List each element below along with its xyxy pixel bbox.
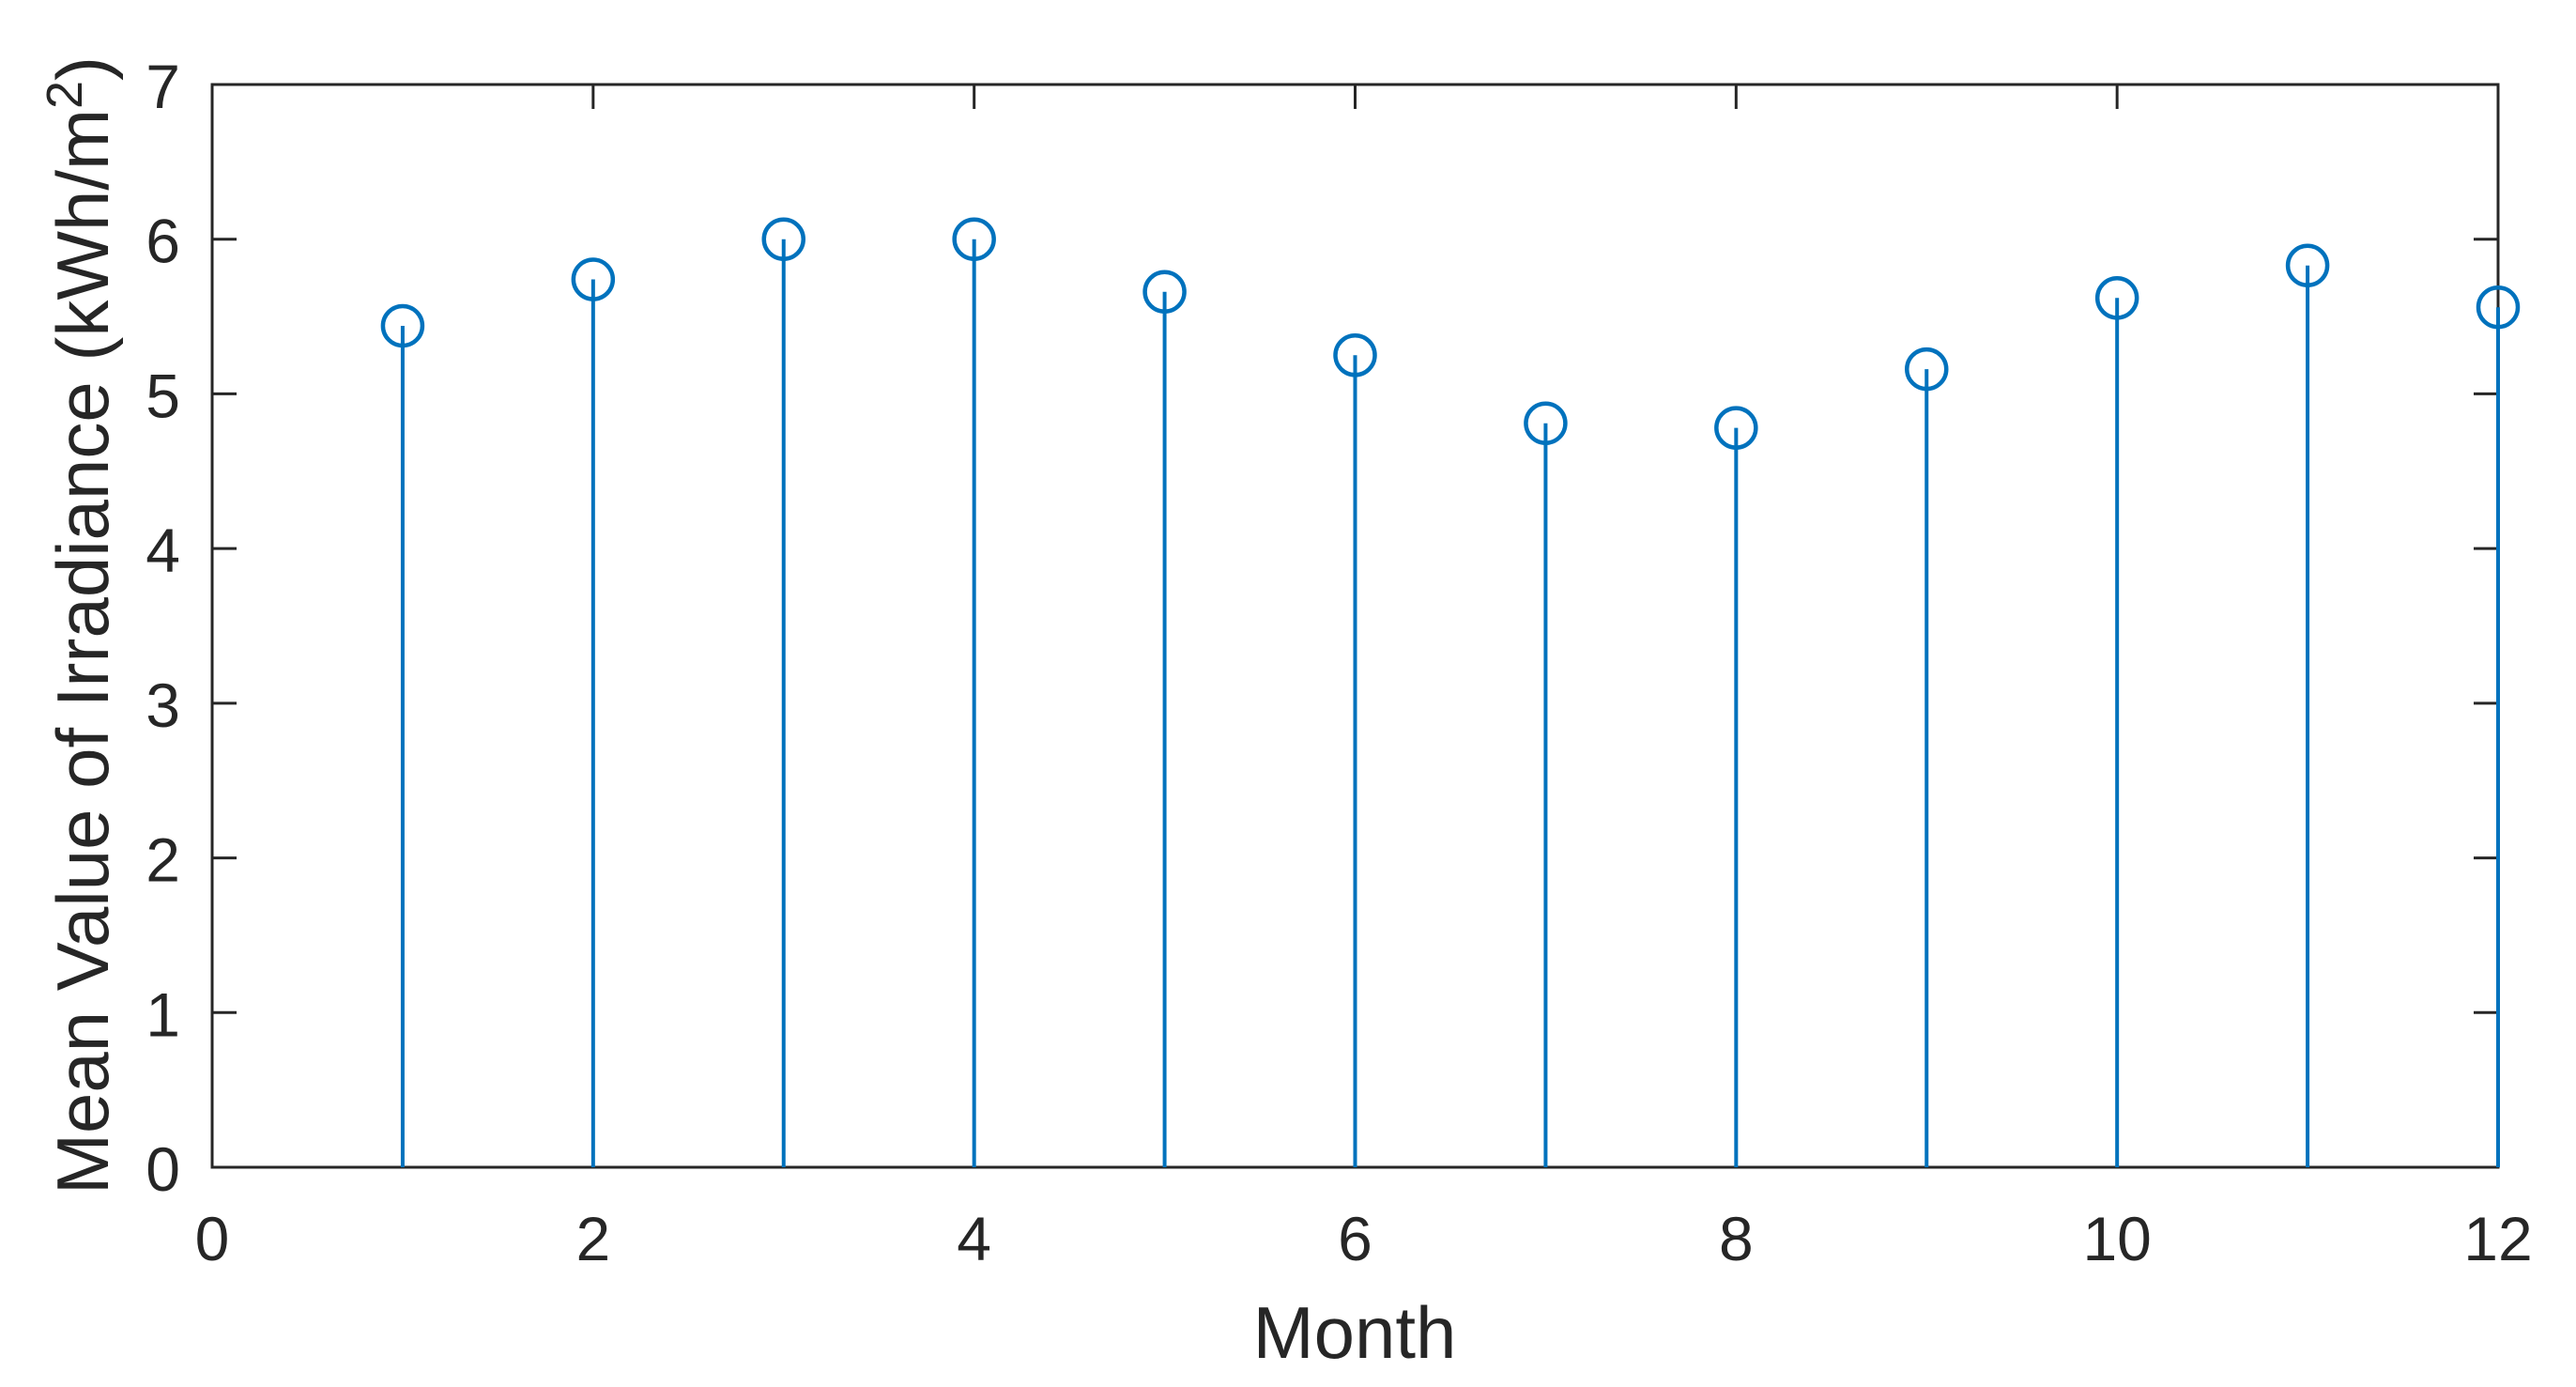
y-tick-label: 6 [146, 207, 180, 276]
y-tick-label: 1 [146, 979, 180, 1049]
x-tick-label: 6 [1338, 1204, 1372, 1273]
x-tick-label: 0 [195, 1204, 230, 1273]
stem-marker [1905, 347, 1949, 392]
stem-marker [380, 303, 425, 348]
y-axis-label-prefix: Mean Value of Irradiance (kWh/m [41, 109, 124, 1194]
x-axis-label: Month [1253, 1291, 1457, 1374]
y-tick-label: 7 [146, 52, 180, 121]
x-tick-label: 2 [575, 1204, 610, 1273]
y-tick-label: 2 [146, 825, 180, 895]
stem-marker [1333, 333, 1377, 378]
x-tick-label: 4 [957, 1204, 991, 1273]
y-axis-label-suffix: ) [41, 56, 124, 81]
x-tick-label: 10 [2082, 1204, 2151, 1273]
stem-marker [1714, 406, 1758, 450]
stem-marker [1524, 401, 1568, 445]
stem-marker [571, 257, 616, 301]
y-axis-label: Mean Value of Irradiance (kWh/m2) [37, 56, 124, 1194]
stem-marker [952, 217, 996, 261]
y-axis-label-superscript: 2 [37, 81, 93, 109]
stem-marker [2094, 276, 2139, 320]
y-tick-label: 3 [146, 670, 180, 740]
x-tick-label: 12 [2463, 1204, 2532, 1273]
y-tick-label: 4 [146, 516, 180, 585]
x-tick-label: 8 [1719, 1204, 1754, 1273]
stem-marker [2285, 243, 2330, 287]
stem-marker [761, 217, 805, 261]
stem-marker [1142, 270, 1187, 314]
stem-marker [2476, 285, 2521, 330]
y-tick-label: 5 [146, 361, 180, 430]
y-tick-label: 0 [146, 1134, 180, 1204]
